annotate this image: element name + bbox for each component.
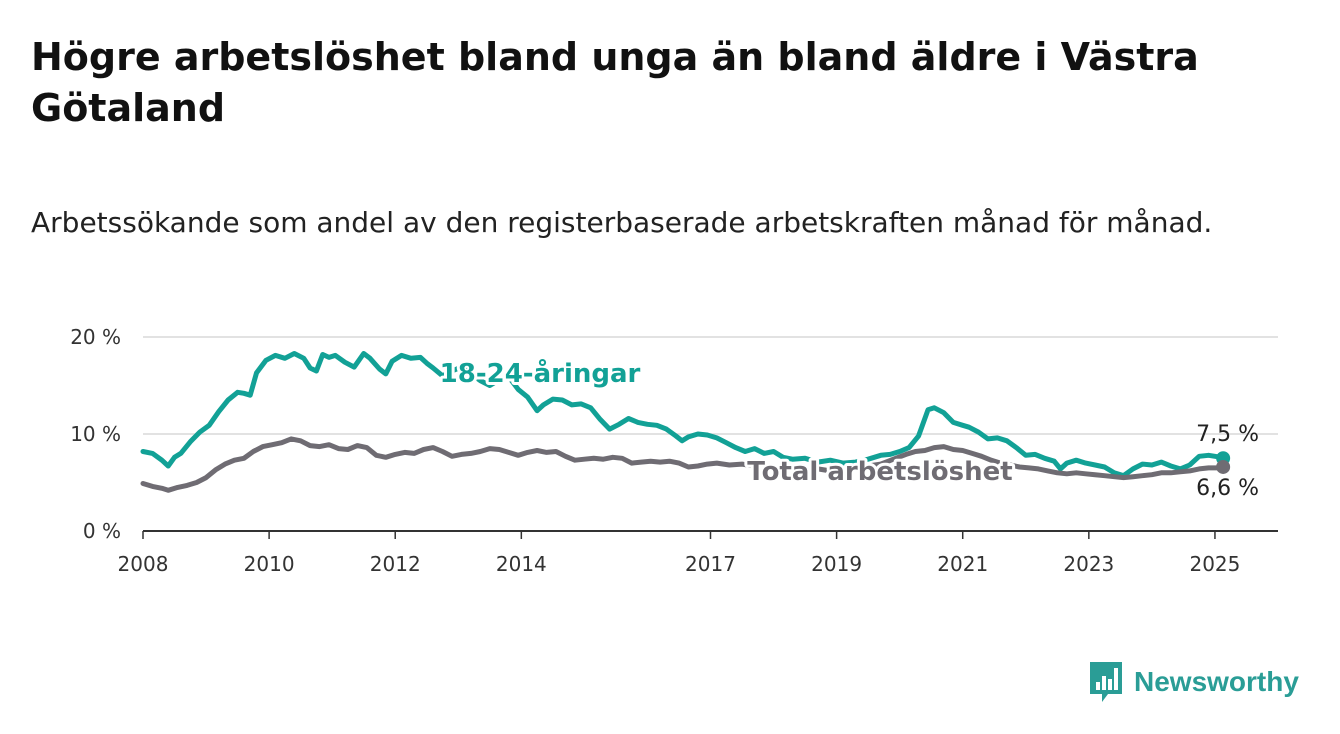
series-lines bbox=[140, 351, 1231, 493]
x-tick-label: 2025 bbox=[1189, 552, 1240, 576]
series-labels: 18-24-åringar Total arbetslöshet 7,5 % 6,6 … bbox=[437, 354, 1259, 501]
x-tick-label: 2023 bbox=[1063, 552, 1114, 576]
y-axis: 0 % 10 % 20 % bbox=[70, 325, 121, 543]
gridlines bbox=[143, 336, 1278, 435]
end-value-label: 6,6 % bbox=[1196, 476, 1259, 501]
x-tick-label: 2014 bbox=[496, 552, 547, 576]
series-line bbox=[140, 351, 1226, 479]
x-tick-label: 2021 bbox=[937, 552, 988, 576]
end-value-label: 7,5 % bbox=[1196, 422, 1259, 447]
bar-chart-logo-icon bbox=[1090, 662, 1122, 702]
chart-subtitle: Arbetssökande som andel av den registerb… bbox=[31, 206, 1213, 239]
x-tick-label: 2019 bbox=[811, 552, 862, 576]
y-tick-label: 10 % bbox=[70, 422, 121, 446]
x-tick-label: 2017 bbox=[685, 552, 736, 576]
y-tick-label: 0 % bbox=[83, 519, 121, 543]
series-end-marker bbox=[1216, 459, 1231, 474]
chart-title: Högre arbetslöshet bland unga än bland ä… bbox=[31, 35, 1199, 130]
series-line bbox=[140, 436, 1226, 493]
x-tick-label: 2010 bbox=[244, 552, 295, 576]
x-tick-label: 2012 bbox=[370, 552, 421, 576]
series-label: Total arbetslöshet bbox=[747, 457, 1012, 487]
brand-name: Newsworthy bbox=[1134, 666, 1299, 697]
x-tick-label: 2008 bbox=[118, 552, 169, 576]
newsworthy-brand: Newsworthy bbox=[1088, 660, 1299, 704]
series-label: 18-24-åringar bbox=[440, 357, 641, 389]
x-axis: 2008 2010 2012 2014 2017 2019 2021 2023 2025 bbox=[118, 530, 1278, 576]
y-tick-label: 20 % bbox=[70, 325, 121, 349]
